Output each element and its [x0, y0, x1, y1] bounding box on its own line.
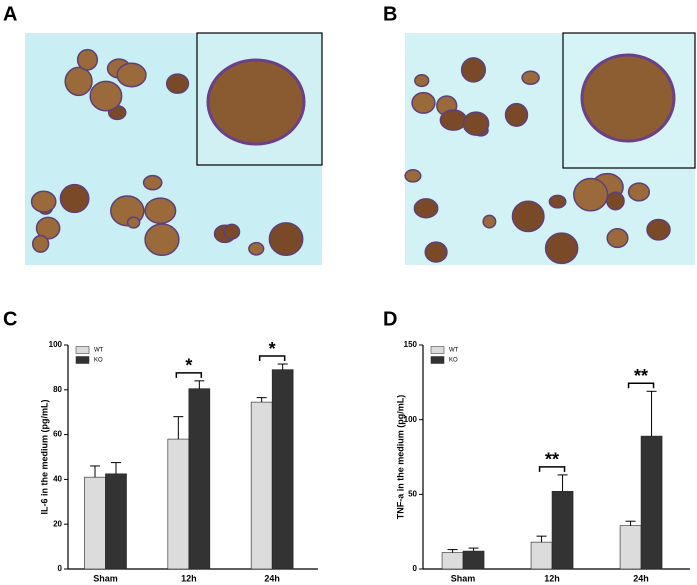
x-tick-label: 12h — [544, 573, 560, 583]
y-axis-label: IL-6 in the medium (pg/mL) — [39, 400, 49, 515]
cell-cluster — [544, 232, 579, 265]
cell-cluster — [116, 62, 147, 88]
significance-label: ** — [545, 450, 559, 470]
cell-cluster — [165, 73, 190, 94]
cell-cluster — [268, 222, 304, 257]
cell-cluster — [573, 177, 609, 212]
cell-cluster — [64, 66, 93, 97]
y-tick-label: 50 — [408, 489, 417, 498]
legend-label: KO — [449, 358, 458, 364]
bar — [84, 476, 106, 570]
legend-label: WT — [94, 348, 104, 354]
legend-label: WT — [449, 348, 459, 354]
cell-cluster — [606, 191, 625, 211]
cell-cluster — [439, 109, 468, 131]
y-tick-label: 20 — [53, 519, 62, 528]
bar — [250, 401, 273, 570]
cell-cluster — [31, 234, 50, 253]
cell-cluster — [413, 198, 439, 219]
bar — [619, 525, 642, 570]
y-tick-label: 0 — [413, 564, 418, 573]
y-tick-label: 100 — [49, 340, 63, 349]
x-tick-label: 12h — [181, 573, 197, 583]
cell-cluster — [646, 218, 671, 241]
panel-label: C — [3, 308, 17, 330]
x-tick-label: 24h — [633, 573, 649, 583]
cell-cluster — [504, 102, 529, 127]
legend-label: KO — [94, 358, 103, 364]
cell-cluster — [404, 169, 422, 183]
y-axis-label: TNF-a in the medium (pg/mL) — [395, 395, 405, 520]
significance-bracket — [175, 372, 203, 378]
bar — [441, 552, 464, 570]
x-tick-label: 24h — [264, 573, 280, 583]
cell-cluster — [35, 216, 61, 240]
significance-bracket — [258, 355, 286, 362]
cell-cluster — [76, 48, 99, 71]
significance-label: * — [185, 356, 192, 376]
y-tick-label: 0 — [58, 564, 63, 573]
cell-cluster — [548, 194, 567, 209]
cell-cluster — [126, 216, 141, 229]
y-tick-label: 80 — [53, 385, 62, 394]
y-tick-label: 100 — [404, 415, 418, 424]
y-tick-label: 40 — [53, 475, 62, 484]
panel-label: B — [383, 3, 397, 25]
cell-cluster — [511, 200, 545, 233]
panel-label: A — [3, 3, 17, 25]
cell-cluster — [411, 91, 436, 114]
cell-cluster — [144, 223, 180, 257]
x-tick-label: Sham — [451, 573, 476, 583]
x-tick-label: Sham — [93, 573, 118, 583]
legend-swatch — [430, 346, 445, 354]
cell-cluster — [460, 57, 487, 83]
cell-cluster — [482, 214, 497, 229]
cell-cluster — [424, 241, 448, 263]
cell-cluster — [414, 74, 430, 88]
significance-bracket — [538, 466, 566, 472]
cell-cluster — [59, 183, 90, 214]
cell-cluster — [30, 190, 57, 213]
cell-cluster — [521, 70, 540, 86]
bar — [462, 550, 485, 570]
cell-cluster — [142, 174, 163, 191]
panel-label: D — [383, 308, 397, 330]
legend-swatch — [430, 356, 445, 364]
legend-swatch — [75, 346, 90, 354]
significance-label: ** — [634, 366, 648, 386]
bar — [188, 388, 211, 570]
legend-swatch — [75, 356, 90, 364]
y-tick-label: 60 — [53, 430, 62, 439]
bar — [530, 541, 553, 570]
significance-label: * — [269, 339, 276, 359]
significance-bracket — [627, 382, 655, 389]
cell-cluster — [223, 223, 241, 240]
cell-cluster — [627, 182, 651, 202]
bar — [271, 369, 294, 570]
cell-cluster — [462, 111, 490, 136]
cell-clusters — [30, 48, 671, 265]
bar — [167, 438, 190, 570]
cell-cluster — [89, 80, 123, 112]
y-tick-label: 150 — [404, 340, 418, 349]
inset-cluster — [580, 53, 676, 143]
bar — [105, 473, 127, 570]
inset-cluster — [206, 58, 306, 146]
bar — [640, 435, 663, 570]
cell-cluster — [144, 197, 177, 225]
cell-cluster — [248, 241, 265, 256]
bar — [551, 491, 574, 570]
cell-cluster — [606, 228, 629, 249]
